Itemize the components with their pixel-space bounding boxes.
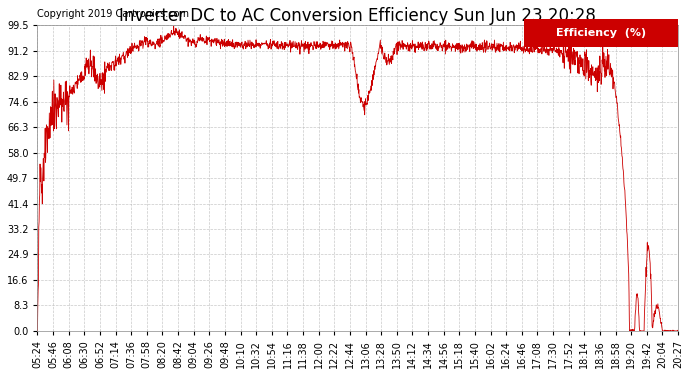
Title: Inverter DC to AC Conversion Efficiency Sun Jun 23 20:28: Inverter DC to AC Conversion Efficiency … [119,7,596,25]
FancyBboxPatch shape [524,19,678,46]
Text: Copyright 2019 Cartronics.com: Copyright 2019 Cartronics.com [37,9,190,19]
Text: Efficiency  (%): Efficiency (%) [556,28,647,38]
